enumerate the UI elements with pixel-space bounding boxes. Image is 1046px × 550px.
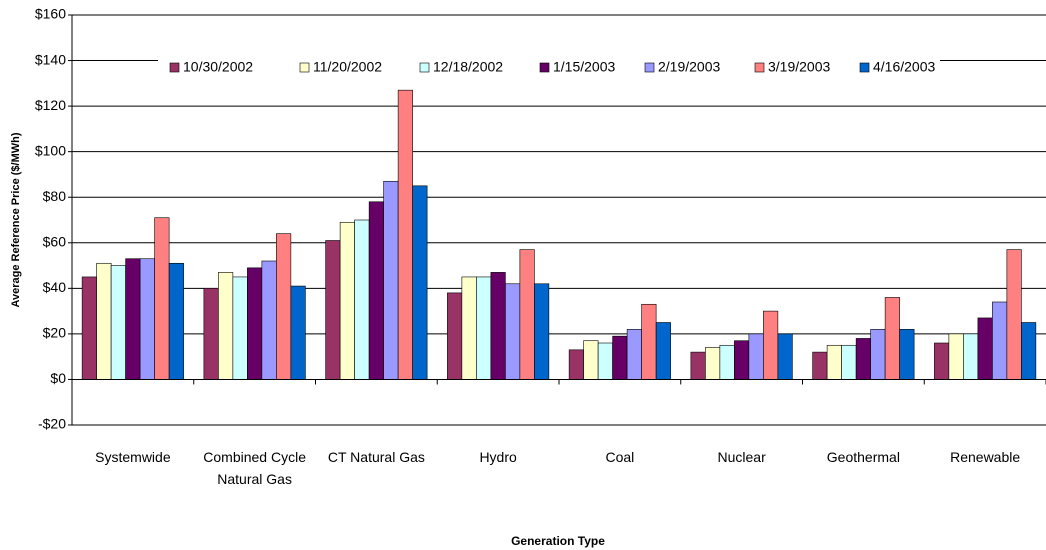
bar bbox=[261, 260, 277, 380]
bar bbox=[534, 283, 550, 380]
bar bbox=[1021, 322, 1037, 380]
bar bbox=[812, 351, 828, 380]
legend-label: 10/30/2002 bbox=[183, 59, 253, 75]
bar bbox=[641, 303, 657, 380]
bar bbox=[583, 340, 599, 380]
bar bbox=[870, 329, 886, 380]
y-tick-label: $0 bbox=[50, 370, 66, 386]
bar bbox=[276, 233, 292, 380]
bar bbox=[125, 258, 141, 380]
bar bbox=[841, 344, 857, 380]
y-tick-label: $80 bbox=[43, 188, 67, 204]
legend-label: 3/19/2003 bbox=[768, 59, 830, 75]
legend-swatch bbox=[859, 62, 870, 73]
y-tick-label: $40 bbox=[43, 279, 67, 295]
bar bbox=[476, 276, 492, 380]
bar bbox=[203, 288, 219, 380]
bar bbox=[568, 349, 584, 380]
bar bbox=[948, 333, 964, 380]
bar bbox=[963, 333, 979, 380]
bar bbox=[290, 285, 306, 380]
bar bbox=[383, 180, 399, 380]
bar bbox=[139, 258, 155, 380]
bar bbox=[690, 351, 706, 380]
bar bbox=[412, 185, 428, 380]
legend-swatch bbox=[754, 62, 765, 73]
bar bbox=[397, 89, 413, 380]
legend-swatch bbox=[644, 62, 655, 73]
y-axis-label: Average Reference Price ($/MWh) bbox=[10, 132, 22, 307]
y-tick-label: $120 bbox=[35, 97, 66, 113]
bar bbox=[154, 217, 170, 380]
legend-label: 1/15/2003 bbox=[553, 59, 615, 75]
bar bbox=[354, 219, 370, 380]
legend-swatch bbox=[419, 62, 430, 73]
bar bbox=[719, 344, 735, 380]
bar bbox=[934, 342, 950, 380]
bar bbox=[325, 240, 341, 380]
bar bbox=[96, 262, 112, 380]
bar bbox=[519, 249, 535, 380]
bar bbox=[899, 329, 915, 380]
bar bbox=[612, 335, 628, 380]
x-tick-label: Systemwide bbox=[95, 449, 171, 465]
bar bbox=[705, 347, 721, 380]
legend: 10/30/2002 11/20/2002 12/18/2002 1/15/2003 2… bbox=[158, 55, 940, 81]
legend-label: 2/19/2003 bbox=[658, 59, 720, 75]
bar bbox=[490, 272, 506, 380]
bar bbox=[977, 317, 993, 380]
legend-swatch bbox=[299, 62, 310, 73]
bar bbox=[884, 297, 900, 380]
bar bbox=[168, 262, 184, 380]
bar bbox=[655, 322, 671, 380]
legend-swatch bbox=[539, 62, 550, 73]
bar bbox=[626, 329, 642, 380]
bar bbox=[855, 338, 871, 380]
bar bbox=[447, 292, 463, 380]
x-tick-label: Renewable bbox=[950, 449, 1021, 465]
bar bbox=[734, 340, 750, 380]
bar bbox=[992, 301, 1008, 380]
x-tick-label: Geothermal bbox=[826, 449, 900, 465]
x-tick-label: Coal bbox=[605, 449, 635, 465]
y-tick-label: $140 bbox=[35, 51, 66, 67]
x-axis-label: Generation Type bbox=[511, 534, 605, 548]
bar bbox=[247, 267, 263, 380]
bar bbox=[505, 283, 521, 380]
legend-label: 12/18/2002 bbox=[433, 59, 503, 75]
y-tick-label: $160 bbox=[35, 6, 66, 22]
legend-swatch bbox=[169, 62, 180, 73]
bar bbox=[339, 221, 355, 380]
bar bbox=[368, 201, 384, 380]
bar bbox=[218, 272, 234, 380]
bar bbox=[597, 342, 613, 380]
legend-label: 11/20/2002 bbox=[313, 59, 382, 75]
bar bbox=[232, 276, 248, 380]
y-tick-label: -$20 bbox=[38, 416, 66, 432]
x-tick-label: CT Natural Gas bbox=[327, 449, 425, 465]
bar bbox=[1006, 249, 1022, 380]
bar bbox=[777, 333, 793, 380]
bar bbox=[110, 265, 126, 380]
y-tick-label: $60 bbox=[43, 233, 67, 249]
bar bbox=[748, 333, 764, 380]
x-tick-label: Hydro bbox=[479, 449, 517, 465]
y-tick-label: $20 bbox=[43, 325, 67, 341]
y-tick-label: $100 bbox=[35, 142, 66, 158]
bar bbox=[826, 344, 842, 380]
x-tick-label: Nuclear bbox=[717, 449, 766, 465]
legend-label: 4/16/2003 bbox=[873, 59, 935, 75]
bar bbox=[81, 276, 97, 380]
bar bbox=[763, 310, 779, 380]
x-tick-label: Combined Cycle Natural Gas bbox=[203, 449, 306, 487]
bar bbox=[461, 276, 477, 380]
